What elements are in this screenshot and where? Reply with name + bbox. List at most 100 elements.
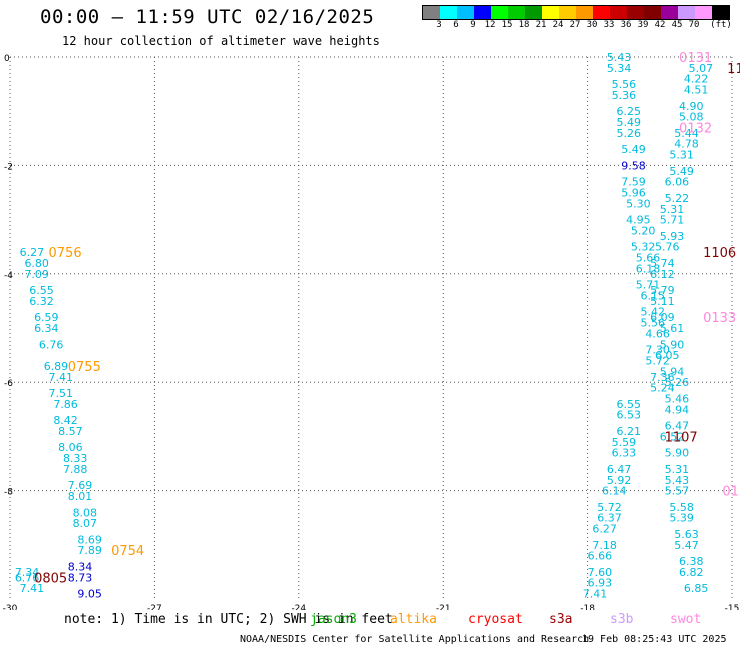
color-swatch: [542, 6, 559, 19]
wave-height-value: 5.63: [674, 528, 699, 541]
wave-height-value: 4.51: [684, 84, 709, 97]
wave-height-value: 5.42: [641, 306, 666, 319]
color-legend-label: 9: [470, 20, 476, 30]
wave-height-value: 5.58: [669, 501, 694, 514]
wave-height-value: 5.61: [660, 322, 685, 335]
wave-height-value: 9.58: [621, 159, 646, 172]
color-legend-labels: 3 6 9 12 15 18 21 24 27 30 33 36 39 42 45 70 (ft): [422, 20, 740, 34]
wave-height-value: 6.27: [592, 523, 617, 536]
color-swatch: [627, 6, 644, 19]
color-legend-label: 24: [552, 20, 564, 30]
wave-height-value: 5.72: [597, 501, 622, 514]
credit-line: NOAA/NESDIS Center for Satellite Applica…: [240, 634, 590, 645]
wave-height-value: 5.59: [612, 436, 637, 449]
wave-height-value: 5.79: [650, 284, 675, 297]
wave-height-value: 5.72: [645, 355, 670, 368]
wave-height-value: 7.69: [68, 479, 93, 492]
color-legend-label: 3: [436, 20, 442, 30]
wave-height-value: 8.34: [68, 560, 93, 573]
wave-height-value: 6.93: [588, 577, 613, 590]
wave-height-value: 6.76: [39, 338, 64, 351]
satellite-legend-jason3: jason3: [310, 612, 357, 627]
color-swatch: [559, 6, 576, 19]
color-legend-label: 42: [654, 20, 666, 30]
wave-height-value: 5.57: [665, 485, 690, 498]
wave-height-value: 5.22: [665, 192, 690, 205]
altimeter-map: 0-2-4-6-8-30 -27 -24 -21 -18 -156.276.807.096…: [3, 51, 740, 610]
wave-height-value: 8.69: [77, 533, 102, 546]
pass-time-label: 0755: [68, 360, 101, 375]
longitude-tick-label: -24: [291, 604, 306, 610]
wave-height-value: 5.31: [665, 463, 690, 476]
pass-time-label: 0133: [703, 311, 736, 326]
longitude-tick-label: -18: [580, 604, 595, 610]
pass-time-label: 0756: [49, 246, 82, 261]
wave-height-value: 7.59: [621, 176, 646, 189]
wave-height-value: 6.18: [636, 262, 661, 275]
satellite-legend-altika: altika: [390, 612, 437, 627]
color-swatch: [695, 6, 712, 19]
wave-height-value: 5.49: [616, 116, 641, 129]
map-subtitle: 12 hour collection of altimeter wave hei…: [62, 34, 380, 48]
wave-height-value: 5.11: [650, 295, 675, 308]
wave-height-value: 6.66: [588, 550, 613, 563]
color-swatch: [491, 6, 508, 19]
wave-height-value: 4.22: [684, 73, 709, 86]
wave-height-value: 5.32: [631, 241, 656, 254]
wave-height-value: 5.76: [655, 241, 680, 254]
wave-height-value: 7.41: [583, 588, 608, 601]
wave-height-value: 4.66: [645, 327, 670, 340]
pass-time-label: 1107: [665, 430, 698, 445]
satellite-legend-s3b: s3b: [610, 612, 634, 627]
wave-height-value: 5.34: [607, 62, 632, 75]
wave-height-value: 5.46: [665, 392, 690, 405]
wave-height-value: 8.57: [58, 425, 82, 438]
color-legend-label: 21: [535, 20, 547, 30]
wave-height-value: 5.71: [636, 279, 661, 292]
pass-time-label: 0132: [679, 121, 712, 136]
latitude-tick-label: 0: [4, 54, 10, 64]
color-legend-label: 45: [671, 20, 683, 30]
wave-height-value: 4.78: [674, 138, 699, 151]
wave-height-value: 6.47: [607, 463, 632, 476]
wave-height-value: 6.80: [24, 257, 49, 270]
color-legend-bar: [422, 5, 730, 20]
wave-height-value: 8.73: [68, 571, 93, 584]
color-swatch: [610, 6, 627, 19]
latitude-tick-label: -6: [4, 379, 13, 389]
wave-height-value: 4.94: [665, 403, 690, 416]
wave-height-value: 4.90: [679, 100, 704, 113]
wave-height-value: 7.18: [592, 539, 617, 552]
wave-height-value: 7.60: [588, 566, 613, 579]
wave-height-value: 8.42: [53, 414, 78, 427]
wave-height-value: 7.51: [49, 387, 74, 400]
wave-height-value: 5.90: [660, 338, 685, 351]
satellite-legend-cryosat: cryosat: [468, 612, 523, 627]
wave-height-value: 5.07: [689, 62, 714, 75]
wave-height-value: 6.82: [679, 566, 704, 579]
wave-height-value: 6.53: [616, 409, 641, 422]
wave-height-value: 5.39: [669, 512, 694, 525]
wave-height-value: 5.56: [641, 317, 666, 330]
color-swatch: [661, 6, 678, 19]
wave-height-value: 6.89: [44, 360, 68, 373]
wave-height-value: 7.30: [645, 344, 670, 357]
latitude-tick-label: -8: [4, 488, 13, 498]
wave-height-value: 6.05: [655, 349, 680, 362]
color-swatch: [474, 6, 491, 19]
wave-height-value: 5.90: [665, 447, 690, 460]
wave-height-value: 6.33: [612, 447, 637, 460]
color-swatch: [644, 6, 661, 19]
color-swatch: [712, 6, 729, 19]
latitude-tick-label: -2: [4, 162, 13, 172]
wave-height-value: 8.33: [63, 452, 88, 465]
color-legend-label: 36: [620, 20, 632, 30]
satellite-legend-s3a: s3a: [549, 612, 573, 627]
wave-height-value: 5.43: [665, 474, 690, 487]
wave-height-value: 5.92: [607, 474, 632, 487]
wave-height-value: 5.31: [669, 149, 694, 162]
wave-height-value: 5.74: [650, 257, 675, 270]
wave-height-value: 8.07: [73, 517, 98, 530]
color-swatch: [576, 6, 593, 19]
color-legend-label: 27: [569, 20, 581, 30]
